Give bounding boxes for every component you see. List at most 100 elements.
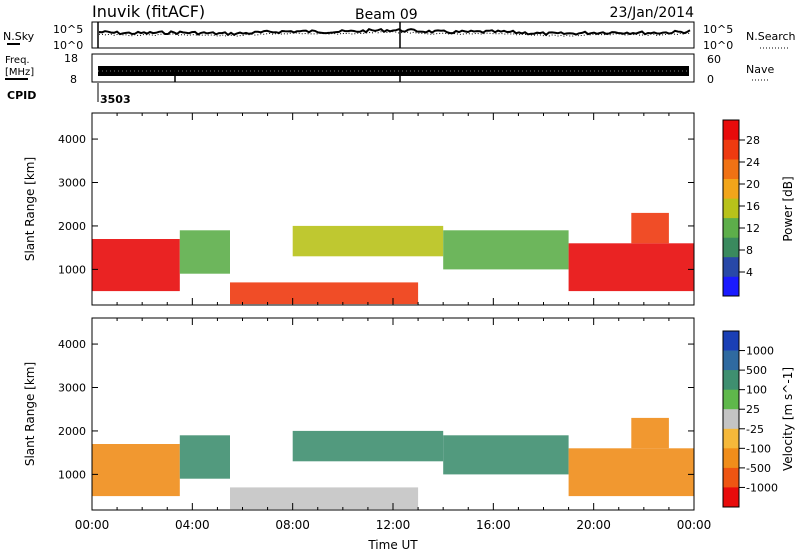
velocity-colorbar-block: [723, 350, 739, 371]
power-ylabel: Slant Range [km]: [23, 157, 37, 261]
power-panel: 1000 2000 3000 4000 Slant Range [km]: [23, 112, 695, 306]
nsky-tick-bottom: 10^0: [53, 39, 83, 52]
power-ytick-label: 3000: [58, 177, 86, 190]
freq-panel: Freq. [MHz] 18 8 60 0 Nave: [5, 52, 774, 86]
velocity-panel: 1000 2000 3000 4000 Slant Range [km]: [23, 317, 695, 511]
velocity-colorbar-block: [723, 409, 739, 430]
power-echo-region: [92, 239, 180, 292]
power-colorbar-frame: [722, 119, 740, 297]
power-colorbar-block: [723, 198, 739, 219]
x-tick-label: 12:00: [376, 518, 411, 532]
power-colorbar-tick-label: 12: [746, 222, 760, 235]
power-y-axis: 1000 2000 3000 4000: [58, 133, 694, 276]
x-tick-label: 04:00: [175, 518, 210, 532]
x-tick-labels: 00:00 04:00 08:00 12:00 16:00 20:00 00:00: [75, 518, 712, 532]
power-echo-region: [292, 225, 444, 257]
velocity-colorbar-block: [723, 487, 739, 508]
power-echo-region: [230, 282, 419, 305]
power-colorbar-block: [723, 276, 739, 297]
velocity-echo-region: [292, 430, 444, 462]
nsky-trace: [98, 27, 691, 37]
power-ytick-label: 2000: [58, 220, 86, 233]
velocity-colorbar-tick-label: -25: [746, 423, 764, 436]
velocity-echo-region: [631, 417, 669, 449]
power-colorbar-block: [723, 159, 739, 179]
nsky-label: N.Sky: [3, 30, 35, 43]
power-colorbar-ticks: 28 24 20 16 12 8 4: [739, 134, 760, 279]
power-colorbar-blocks: [723, 120, 739, 297]
velocity-echo-region: [92, 444, 180, 497]
power-colorbar-label: Power [dB]: [781, 176, 795, 241]
velocity-colorbar-ticks: 1000 500 100 25 -25 -100 -500 -1000: [739, 345, 778, 494]
freq-label: Freq.: [5, 55, 30, 66]
x-tick-label: 00:00: [677, 518, 712, 532]
velocity-colorbar-block: [723, 331, 739, 351]
velocity-colorbar: 1000 500 100 25 -25 -100 -500 -1000 Velocity [m…: [722, 330, 795, 508]
velocity-y-axis: 1000 2000 3000 4000: [58, 338, 694, 481]
x-axis-label: Time UT: [367, 538, 418, 552]
velocity-x-ticks: [91, 318, 695, 510]
velocity-ytick-label: 4000: [58, 338, 86, 351]
velocity-colorbar-tick-label: 500: [746, 364, 767, 377]
nave-tick-top: 60: [707, 53, 721, 66]
velocity-colorbar-blocks: [723, 331, 739, 508]
velocity-ytick-label: 1000: [58, 468, 86, 481]
power-colorbar-tick-label: 16: [746, 200, 760, 213]
velocity-colorbar-block: [723, 370, 739, 390]
x-tick-label: 20:00: [576, 518, 611, 532]
power-colorbar-tick-label: 28: [746, 134, 760, 147]
velocity-colorbar-label: Velocity [m s^-1]: [781, 367, 795, 471]
velocity-colorbar-tick-label: 100: [746, 384, 767, 397]
velocity-colorbar-frame: [722, 330, 740, 508]
nsearch-tick-top: 10^5: [703, 23, 733, 36]
power-echo-region: [568, 243, 694, 292]
velocity-echo-region: [443, 435, 569, 475]
nsky-panel: N.Sky 10^5 10^0 10^5 10^0 N.Search: [3, 21, 796, 52]
power-colorbar-tick-label: 8: [746, 244, 753, 257]
nave-band: [98, 66, 689, 76]
velocity-colorbar-block: [723, 448, 739, 469]
power-colorbar-block: [723, 178, 739, 199]
power-echo-regions: [92, 212, 694, 305]
power-colorbar-block: [723, 120, 739, 140]
power-colorbar-block: [723, 256, 739, 277]
velocity-colorbar-tick-label: -1000: [746, 481, 778, 494]
velocity-ytick-label: 2000: [58, 425, 86, 438]
date-title: 23/Jan/2014: [610, 5, 695, 21]
x-tick-label: 16:00: [476, 518, 511, 532]
beam-title: Beam 09: [355, 7, 418, 23]
nsky-panel-frame: [91, 21, 695, 49]
velocity-ytick-label: 3000: [58, 382, 86, 395]
power-colorbar-tick-label: 20: [746, 178, 760, 191]
power-echo-region: [179, 230, 230, 274]
velocity-colorbar-block: [723, 467, 739, 488]
power-x-ticks: [91, 113, 695, 305]
power-colorbar-block: [723, 139, 739, 160]
power-colorbar-block: [723, 237, 739, 258]
nsky-tick-top: 10^5: [53, 23, 83, 36]
power-echo-region: [631, 212, 669, 244]
power-colorbar-tick-label: 24: [746, 156, 760, 169]
velocity-colorbar-tick-label: 25: [746, 403, 760, 416]
velocity-echo-regions: [92, 417, 694, 510]
velocity-echo-region: [568, 448, 694, 497]
nsearch-tick-bottom: 10^0: [703, 39, 733, 52]
station-title: Inuvik (fitACF): [92, 2, 205, 21]
velocity-colorbar-tick-label: 1000: [746, 345, 774, 358]
freq-panel-frame: [91, 53, 695, 83]
power-ytick-label: 1000: [58, 263, 86, 276]
velocity-colorbar-block: [723, 428, 739, 449]
cpid-label: CPID: [7, 89, 36, 102]
velocity-echo-region: [230, 487, 419, 510]
nave-label: Nave: [746, 63, 774, 76]
velocity-colorbar-block: [723, 389, 739, 410]
velocity-colorbar-tick-label: -500: [746, 462, 771, 475]
x-tick-label: 08:00: [275, 518, 310, 532]
power-colorbar-tick-label: 4: [746, 266, 753, 279]
x-tick-label: 00:00: [75, 518, 110, 532]
nsearch-label: N.Search: [746, 30, 796, 43]
power-colorbar: 28 24 20 16 12 8 4 Power [dB]: [722, 119, 795, 297]
nave-tick-bottom: 0: [707, 73, 714, 86]
velocity-echo-region: [179, 435, 230, 479]
